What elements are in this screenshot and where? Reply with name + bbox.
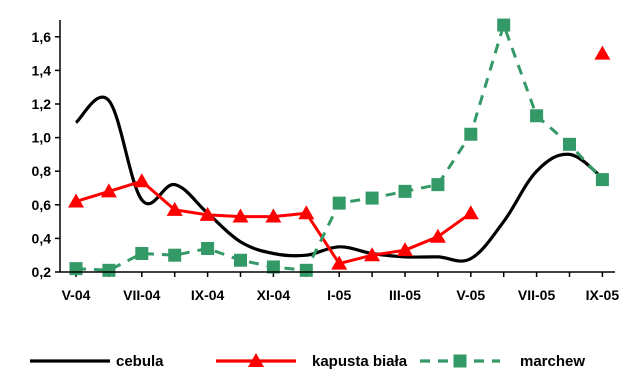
x-tick-label: IX-05	[586, 287, 620, 303]
x-tick-label: V-05	[456, 287, 485, 303]
y-axis-ticks: 0,2 0,4 0,6 0,8 1,0 1,2 1,4 1,6	[32, 29, 60, 280]
data-point	[398, 184, 412, 198]
data-point	[298, 205, 315, 220]
x-tick-label: I-05	[327, 287, 351, 303]
x-tick-label: VII-04	[123, 287, 161, 303]
series-layer	[68, 18, 611, 277]
data-point	[265, 208, 282, 223]
data-point	[431, 178, 445, 192]
data-point	[365, 191, 379, 205]
data-point	[563, 137, 576, 151]
data-point	[429, 228, 446, 243]
y-tick-label: 1,6	[32, 29, 52, 45]
data-point	[331, 255, 348, 270]
data-point	[299, 263, 313, 277]
legend-marker	[453, 354, 467, 368]
legend-label: marchew	[520, 353, 585, 370]
data-point	[199, 206, 216, 221]
y-tick-label: 0,2	[32, 264, 52, 280]
legend-item-0: cebula	[30, 353, 164, 370]
x-tick-label: VII-05	[518, 287, 556, 303]
series-line	[74, 95, 604, 263]
y-tick-label: 0,6	[32, 197, 52, 213]
legend-marker	[248, 353, 264, 367]
data-point	[266, 260, 280, 274]
data-point	[102, 263, 116, 277]
data-point	[168, 248, 182, 262]
legend-item-2: marchew	[420, 353, 585, 370]
x-tick-label: XI-04	[257, 287, 291, 303]
data-point	[69, 262, 83, 276]
data-point	[332, 196, 346, 210]
legend: cebula kapusta biała marchew	[30, 353, 585, 370]
x-axis-ticks: V-04 VII-04 IX-04 XI-04 I-05 III-05 V-05 VII-05…	[62, 272, 620, 303]
data-point	[595, 173, 609, 187]
series-2	[69, 18, 609, 277]
data-point	[594, 45, 611, 60]
legend-label: kapusta biała	[312, 353, 408, 370]
y-tick-label: 1,2	[32, 96, 52, 112]
data-point	[462, 205, 479, 220]
legend-label: cebula	[116, 353, 164, 370]
series-line	[75, 23, 604, 272]
x-tick-label: III-05	[389, 287, 421, 303]
data-point	[530, 109, 544, 123]
y-tick-label: 0,8	[32, 163, 52, 179]
data-point	[201, 241, 215, 255]
data-point	[135, 247, 149, 261]
y-tick-label: 1,0	[32, 130, 52, 146]
series-0	[74, 95, 604, 263]
data-point	[100, 183, 117, 198]
data-point	[397, 242, 413, 257]
y-tick-label: 0,4	[32, 230, 52, 246]
series-1	[68, 45, 611, 270]
data-point	[464, 127, 478, 141]
y-tick-label: 1,4	[32, 62, 52, 78]
x-tick-label: V-04	[62, 287, 91, 303]
data-point	[133, 173, 150, 188]
data-point	[234, 253, 247, 267]
data-point	[497, 18, 511, 32]
legend-item-1: kapusta biała	[216, 353, 408, 370]
data-point	[68, 193, 84, 208]
data-point	[364, 247, 381, 262]
data-point	[166, 201, 183, 216]
x-tick-label: IX-04	[191, 287, 225, 303]
data-point	[232, 208, 249, 223]
